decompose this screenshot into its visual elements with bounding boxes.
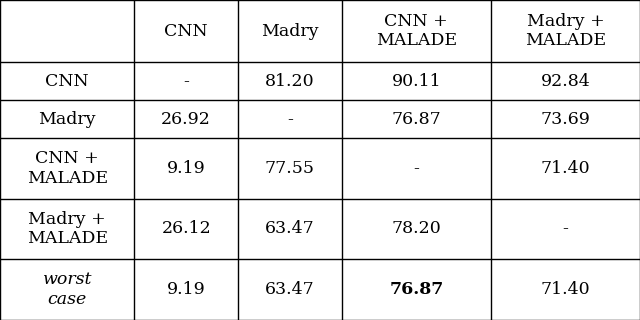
Text: 63.47: 63.47 — [265, 281, 315, 298]
Text: 26.12: 26.12 — [161, 220, 211, 237]
Text: 81.20: 81.20 — [265, 73, 315, 90]
Text: -: - — [413, 160, 419, 177]
Text: Madry: Madry — [261, 23, 319, 40]
Text: 78.20: 78.20 — [392, 220, 441, 237]
Text: 76.87: 76.87 — [392, 111, 441, 128]
Text: Madry +
MALADE: Madry + MALADE — [525, 13, 606, 49]
Text: Madry: Madry — [38, 111, 96, 128]
Text: 26.92: 26.92 — [161, 111, 211, 128]
Text: -: - — [287, 111, 293, 128]
Text: 71.40: 71.40 — [541, 281, 590, 298]
Text: 92.84: 92.84 — [541, 73, 590, 90]
Text: -: - — [563, 220, 568, 237]
Text: 9.19: 9.19 — [167, 160, 205, 177]
Text: -: - — [183, 73, 189, 90]
Text: 73.69: 73.69 — [541, 111, 590, 128]
Text: CNN +
MALADE: CNN + MALADE — [376, 13, 457, 49]
Text: CNN +
MALADE: CNN + MALADE — [27, 150, 108, 187]
Text: worst
case: worst case — [42, 271, 92, 308]
Text: 71.40: 71.40 — [541, 160, 590, 177]
Text: 9.19: 9.19 — [167, 281, 205, 298]
Text: 63.47: 63.47 — [265, 220, 315, 237]
Text: 77.55: 77.55 — [265, 160, 315, 177]
Text: 90.11: 90.11 — [392, 73, 441, 90]
Text: Madry +
MALADE: Madry + MALADE — [27, 211, 108, 247]
Text: CNN: CNN — [45, 73, 89, 90]
Text: 76.87: 76.87 — [389, 281, 444, 298]
Text: CNN: CNN — [164, 23, 208, 40]
